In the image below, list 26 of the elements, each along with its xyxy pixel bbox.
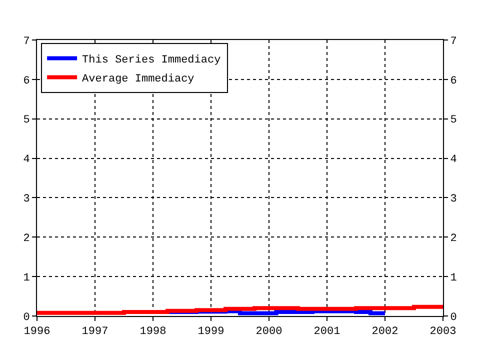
legend-label: Average Immediacy [82, 74, 195, 86]
x-tick-label: 1997 [82, 326, 108, 338]
x-tick-label: 2000 [256, 326, 282, 338]
y2-tick-label: 4 [450, 154, 458, 166]
y2-tick-label: 2 [450, 232, 457, 245]
x-tick-label: 1998 [140, 326, 166, 338]
x-tick-label: 2002 [372, 326, 398, 338]
y-tick-label: 3 [23, 194, 30, 206]
x-tick-label: 2003 [430, 326, 456, 338]
y2-tick-label: 0 [450, 312, 457, 324]
y2-tick-label: 5 [450, 114, 457, 127]
y-tick-label: 1 [23, 272, 30, 284]
y2-tick-label: 6 [450, 75, 457, 88]
x-tick-label: 1999 [198, 326, 224, 338]
y-tick-label: 0 [23, 312, 30, 324]
y-tick-label: 7 [23, 36, 30, 48]
y-tick-label: 2 [23, 232, 30, 245]
y-tick-label: 5 [23, 114, 30, 127]
y2-tick-label: 3 [450, 194, 457, 206]
y2-tick-label: 1 [450, 272, 458, 284]
x-tick-label: 1996 [24, 326, 50, 338]
legend-label: This Series Immediacy [82, 54, 222, 67]
y-tick-label: 4 [23, 154, 30, 166]
y2-tick-label: 7 [450, 36, 457, 48]
x-tick-label: 2001 [314, 326, 341, 338]
y-tick-label: 6 [23, 75, 30, 88]
